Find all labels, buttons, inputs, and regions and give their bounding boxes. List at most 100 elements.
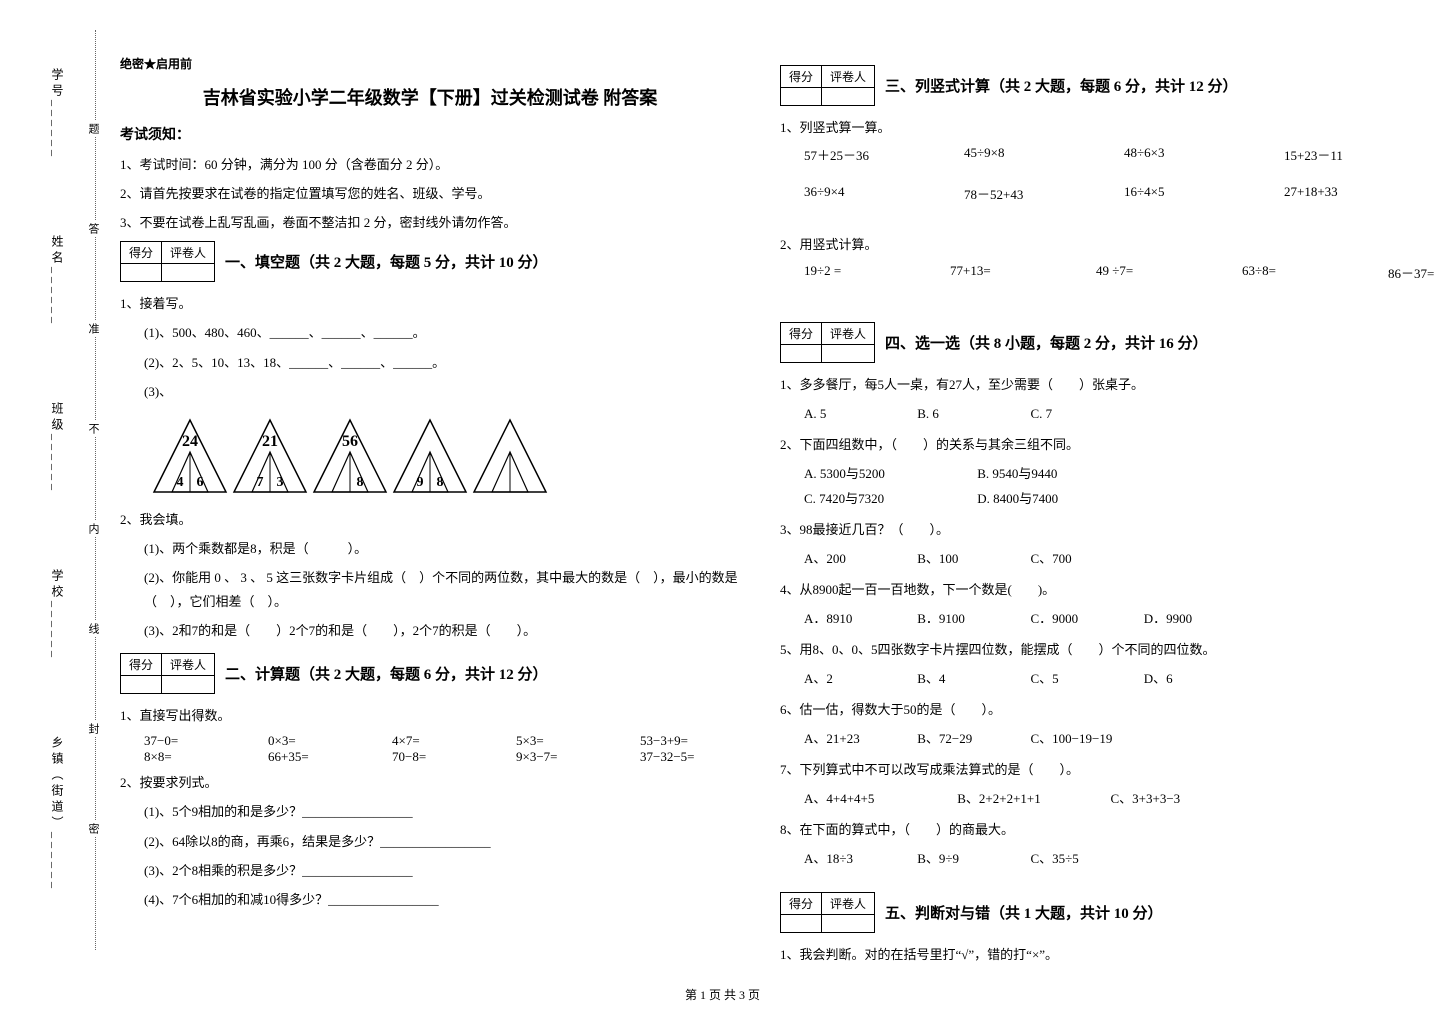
exam-title: 吉林省实验小学二年级数学【下册】过关检测试卷 附答案 bbox=[120, 84, 740, 110]
tri-top: 56 bbox=[342, 433, 358, 450]
notice-list: 1、考试时间：60 分钟，满分为 100 分（含卷面分 2 分）。 2、请首先按… bbox=[120, 154, 740, 231]
seal-line bbox=[95, 30, 96, 950]
seal-note: 内 bbox=[85, 520, 101, 537]
vert-row: 19÷2 = 77+13= 49 ÷7= 63÷8= 86－37= bbox=[804, 263, 1400, 282]
seal-note: 密 bbox=[85, 820, 101, 837]
vert-item: 36÷9×4 bbox=[804, 184, 914, 203]
section-2-header: 得分评卷人 二、计算题（共 2 大题，每题 6 分，共计 12 分） bbox=[120, 653, 740, 694]
q1-head: 1、接着写。 bbox=[120, 292, 740, 315]
section-title: 二、计算题（共 2 大题，每题 6 分，共计 12 分） bbox=[225, 663, 548, 684]
mc-opt: D．9900 bbox=[1144, 607, 1254, 632]
mc-opt: A、200 bbox=[804, 547, 914, 572]
calc-item: 8×8= bbox=[144, 749, 234, 765]
score-label: 得分 bbox=[781, 66, 822, 88]
binding-label: 姓名______ bbox=[49, 235, 66, 327]
score-box: 得分评卷人 bbox=[120, 653, 215, 694]
binding-label: 学校______ bbox=[49, 569, 66, 661]
score-box: 得分评卷人 bbox=[120, 241, 215, 282]
mc-q: 8、在下面的算式中，（ ）的商最大。 bbox=[780, 818, 1400, 841]
q2-line: (2)、你能用 0 、 3 、 5 这三张数字卡片组成（ ）个不同的两位数，其中… bbox=[144, 566, 740, 613]
vert-row: 36÷9×4 78－52+43 16÷4×5 27+18+33 bbox=[804, 184, 1400, 203]
score-label: 得分 bbox=[781, 322, 822, 344]
seal-note: 题 bbox=[85, 120, 101, 137]
section-title: 四、选一选（共 8 小题，每题 2 分，共计 16 分） bbox=[885, 332, 1208, 353]
calc2-head: 2、按要求列式。 bbox=[120, 771, 740, 794]
score-box: 得分评卷人 bbox=[780, 322, 875, 363]
mc-q: 7、下列算式中不可以改写成乘法算式的是（ ）。 bbox=[780, 758, 1400, 781]
vert-item: 19÷2 = bbox=[804, 263, 914, 282]
calc-row: 8×8= 66+35= 70−8= 9×3−7= 37−32−5= bbox=[144, 749, 740, 765]
vert-item: 49 ÷7= bbox=[1096, 263, 1206, 282]
mc-q: 4、从8900起一百一百地数，下一个数是( )。 bbox=[780, 578, 1400, 601]
mc-opt: C、35÷5 bbox=[1031, 847, 1141, 872]
seal-note: 准 bbox=[85, 320, 101, 337]
triangle-diagram: 24 4 6 21 7 3 56 8 bbox=[150, 416, 550, 496]
mc-opt: A、18÷3 bbox=[804, 847, 914, 872]
mc-q: 5、用8、0、0、5四张数字卡片摆四位数，能摆成（ ）个不同的四位数。 bbox=[780, 638, 1400, 661]
binding-label: 学号______ bbox=[49, 68, 66, 160]
mc-opt: C、3+3+3−3 bbox=[1111, 787, 1221, 812]
q2-line: (1)、两个乘数都是8，积是（ ）。 bbox=[144, 537, 740, 560]
calc-item: 37−32−5= bbox=[640, 749, 730, 765]
notice-item: 3、不要在试卷上乱写乱画，卷面不整洁扣 2 分，密封线外请勿作答。 bbox=[120, 212, 740, 231]
vert-item: 15+23－11 bbox=[1284, 145, 1394, 164]
tri-br: 3 bbox=[277, 475, 284, 490]
mc-opts: A、200 B、100 C、700 bbox=[804, 547, 1400, 572]
mc-q: 2、下面四组数中，（ ）的关系与其余三组不同。 bbox=[780, 433, 1400, 456]
mc-opt: B、2+2+2+1+1 bbox=[957, 787, 1107, 812]
calc-row: 37−0= 0×3= 4×7= 5×3= 53−3+9= bbox=[144, 733, 740, 749]
calc-item: 4×7= bbox=[392, 733, 482, 749]
vert-item: 16÷4×5 bbox=[1124, 184, 1234, 203]
left-column: 绝密★启用前 吉林省实验小学二年级数学【下册】过关检测试卷 附答案 考试须知： … bbox=[120, 55, 740, 972]
mc-opts: A、2 B、4 C、5 D、6 bbox=[804, 667, 1400, 692]
mc-opts: A. 5300与5200 B. 9540与9440 bbox=[804, 462, 1400, 487]
vert-item: 45÷9×8 bbox=[964, 145, 1074, 164]
calc1-head: 1、直接写出得数。 bbox=[120, 704, 740, 727]
right-column: 得分评卷人 三、列竖式计算（共 2 大题，每题 6 分，共计 12 分） 1、列… bbox=[780, 55, 1400, 972]
q1-line: (1)、500、480、460、______、______、______。 bbox=[144, 321, 740, 344]
seal-note: 不 bbox=[85, 420, 101, 437]
mc-opt: A. 5 bbox=[804, 402, 914, 427]
score-label: 得分 bbox=[121, 242, 162, 264]
mc-opt: C. 7420与7320 bbox=[804, 487, 974, 512]
mc-q: 6、估一估，得数大于50的是（ ）。 bbox=[780, 698, 1400, 721]
page-content: 绝密★启用前 吉林省实验小学二年级数学【下册】过关检测试卷 附答案 考试须知： … bbox=[120, 55, 1410, 972]
calc2-line: (1)、5个9相加的和是多少？_________________ bbox=[144, 800, 740, 823]
notice-item: 2、请首先按要求在试卷的指定位置填写您的姓名、班级、学号。 bbox=[120, 183, 740, 202]
q1-line: (3)、 bbox=[144, 380, 740, 403]
q2-line: (3)、2和7的和是（ ）2个7的和是（ ），2个7的积是（ ）。 bbox=[144, 619, 740, 642]
vert-item: 63÷8= bbox=[1242, 263, 1352, 282]
vert-item: 57＋25－36 bbox=[804, 145, 914, 164]
vert-row: 57＋25－36 45÷9×8 48÷6×3 15+23－11 bbox=[804, 145, 1400, 164]
seal-note: 线 bbox=[85, 620, 101, 637]
calc-item: 70−8= bbox=[392, 749, 482, 765]
mc-opt: B．9100 bbox=[917, 607, 1027, 632]
mc-opt: B、9÷9 bbox=[917, 847, 1027, 872]
calc2-line: (4)、7个6相加的和减10得多少？_________________ bbox=[144, 888, 740, 911]
tri-br: 8 bbox=[357, 475, 364, 490]
section-title: 一、填空题（共 2 大题，每题 5 分，共计 10 分） bbox=[225, 251, 548, 272]
q1-line: (2)、2、5、10、13、18、______、______、______。 bbox=[144, 351, 740, 374]
mc-opt: B. 6 bbox=[917, 402, 1027, 427]
tri-bl: 4 bbox=[177, 475, 184, 490]
score-box: 得分评卷人 bbox=[780, 892, 875, 933]
mc-q: 1、多多餐厅，每5人一桌，有27人，至少需要（ ）张桌子。 bbox=[780, 373, 1400, 396]
mc-opt: B、100 bbox=[917, 547, 1027, 572]
q2-head: 2、我会填。 bbox=[120, 508, 740, 531]
mc-opt: B、4 bbox=[917, 667, 1027, 692]
mc-opts: A．8910 B．9100 C．9000 D．9900 bbox=[804, 607, 1400, 632]
marker-label: 评卷人 bbox=[162, 653, 215, 675]
mc-opt: C. 7 bbox=[1031, 402, 1141, 427]
mc-opt: C、100−19−19 bbox=[1031, 727, 1141, 752]
section-3-header: 得分评卷人 三、列竖式计算（共 2 大题，每题 6 分，共计 12 分） bbox=[780, 65, 1400, 106]
tri-br: 8 bbox=[437, 475, 444, 490]
mc-opts: A、18÷3 B、9÷9 C、35÷5 bbox=[804, 847, 1400, 872]
tri-bl: 7 bbox=[257, 475, 264, 490]
calc-item: 9×3−7= bbox=[516, 749, 606, 765]
section-5-header: 得分评卷人 五、判断对与错（共 1 大题，共计 10 分） bbox=[780, 892, 1400, 933]
mc-opt: A、2 bbox=[804, 667, 914, 692]
mc-opt: D、6 bbox=[1144, 667, 1254, 692]
judge-head: 1、我会判断。对的在括号里打“√”，错的打“×”。 bbox=[780, 943, 1400, 966]
vert-item: 48÷6×3 bbox=[1124, 145, 1234, 164]
binding-label: 班级______ bbox=[49, 402, 66, 494]
